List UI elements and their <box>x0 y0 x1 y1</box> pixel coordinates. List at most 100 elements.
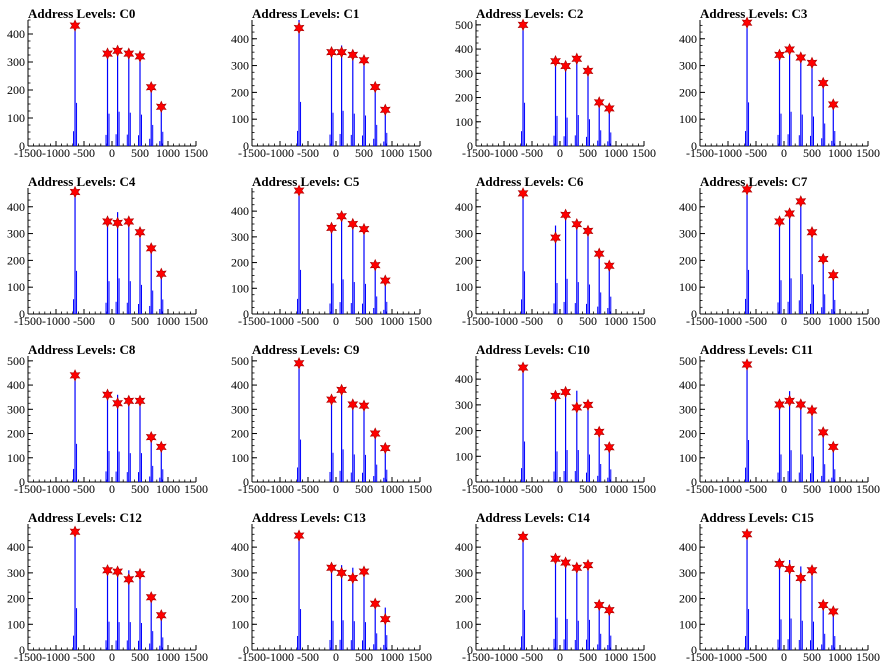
peak-marker <box>741 358 753 371</box>
chart-panel: Address Levels: C0 0 100 200 300 400 -1500 -100… <box>0 0 224 168</box>
x-tick-label: 1000 <box>380 482 404 496</box>
chart-panel: Address Levels: C1 0 100 200 300 400 -1500 -100… <box>224 0 448 168</box>
y-tick-label: 0 <box>19 475 25 489</box>
peak-marker <box>326 45 337 59</box>
x-tick-label: -1500 <box>238 482 266 496</box>
peak-marker <box>571 52 583 65</box>
chart-title: Address Levels: C13 <box>252 510 366 525</box>
histogram-chart: Address Levels: C90100200300400500-1500-… <box>231 342 432 496</box>
x-tick-label: -1500 <box>238 146 266 160</box>
peak-marker <box>145 80 157 94</box>
x-tick-label: 1000 <box>380 146 404 160</box>
peak-marker <box>69 369 81 382</box>
x-tick-label: -1000 <box>42 650 70 664</box>
y-tick-label: 300 <box>7 227 25 241</box>
peak-marker <box>806 564 818 577</box>
x-tick-label: -1500 <box>462 650 490 664</box>
peak-marker <box>358 53 370 67</box>
x-tick-label: -1000 <box>490 482 518 496</box>
x-tick-label: 500 <box>355 146 373 160</box>
x-tick-label: 0 <box>781 146 787 160</box>
peak-marker <box>603 102 615 115</box>
peak-marker <box>784 207 795 220</box>
x-tick-label: 500 <box>355 482 373 496</box>
peak-marker <box>336 45 347 59</box>
y-tick-label: 400 <box>231 204 249 218</box>
y-tick-label: 200 <box>455 424 473 438</box>
peak-marker <box>560 208 571 222</box>
peak-marker <box>379 103 391 117</box>
x-tick-label: 0 <box>333 482 339 496</box>
y-tick-label: 100 <box>679 451 697 465</box>
x-tick-label: -1000 <box>490 314 518 328</box>
peak-marker <box>582 224 594 238</box>
y-tick-label: 400 <box>679 32 697 46</box>
y-tick-label: 200 <box>679 85 697 99</box>
peak-marker <box>774 398 785 411</box>
y-tick-label: 300 <box>231 59 249 73</box>
y-tick-label: 300 <box>7 566 25 580</box>
peak-marker <box>123 573 135 586</box>
peak-marker <box>112 44 123 58</box>
chart-title: Address Levels: C8 <box>28 342 136 357</box>
peak-marker <box>145 591 157 604</box>
x-tick-label: 1000 <box>156 314 180 328</box>
y-tick-label: 200 <box>231 592 249 606</box>
y-tick-label: 100 <box>231 451 249 465</box>
peak-marker <box>560 59 571 73</box>
y-tick-label: 500 <box>679 354 697 368</box>
x-tick-label: 500 <box>131 482 149 496</box>
y-tick-label: 100 <box>7 280 25 294</box>
x-tick-label: 1000 <box>380 650 404 664</box>
x-tick-label: -1000 <box>266 314 294 328</box>
y-tick-label: 0 <box>467 139 473 153</box>
y-tick-label: 300 <box>231 566 249 580</box>
y-tick-label: 400 <box>455 200 473 214</box>
peak-marker <box>112 397 123 410</box>
chart-panel: Address Levels: C12 0 100 200 300 400 -1500 -10… <box>0 504 224 672</box>
chart-title: Address Levels: C5 <box>252 174 360 189</box>
x-tick-label: 500 <box>803 650 821 664</box>
peak-marker <box>517 530 529 544</box>
x-tick-label: 0 <box>557 650 563 664</box>
peak-marker <box>134 226 146 239</box>
y-tick-label: 300 <box>679 402 697 416</box>
peak-marker <box>603 603 615 617</box>
x-tick-label: -500 <box>521 650 543 664</box>
peak-marker <box>145 430 157 444</box>
peak-marker <box>593 425 605 439</box>
x-tick-label: -1000 <box>42 146 70 160</box>
x-tick-label: 0 <box>333 650 339 664</box>
peak-marker <box>560 385 571 399</box>
x-tick-label: 500 <box>803 482 821 496</box>
y-tick-label: 200 <box>679 592 697 606</box>
peak-marker <box>603 259 615 272</box>
x-tick-label: 500 <box>355 650 373 664</box>
x-tick-label: 1500 <box>632 146 656 160</box>
histogram-chart: Address Levels: C13 0 100 200 300 400 -1500 -10… <box>231 510 432 664</box>
peak-marker <box>369 80 381 94</box>
x-tick-label: 0 <box>109 650 115 664</box>
peak-marker <box>784 562 795 576</box>
y-tick-label: 0 <box>243 307 249 321</box>
peak-marker <box>795 398 807 411</box>
peak-marker <box>293 357 305 370</box>
x-tick-label: 0 <box>333 314 339 328</box>
x-tick-label: -1500 <box>686 482 714 496</box>
peak-marker <box>336 566 347 580</box>
x-tick-label: -500 <box>73 650 95 664</box>
x-tick-label: 1500 <box>856 482 880 496</box>
histogram-chart: Address Levels: C3 0 100 200 300 400 -1500 -100… <box>679 6 880 160</box>
y-tick-label: 100 <box>455 449 473 463</box>
peak-marker <box>155 100 167 114</box>
y-tick-label: 400 <box>231 32 249 46</box>
y-tick-label: 100 <box>455 115 473 129</box>
x-tick-label: 1000 <box>604 314 628 328</box>
y-tick-label: 100 <box>455 617 473 631</box>
peak-marker <box>517 18 529 32</box>
peak-marker <box>827 268 839 282</box>
peak-marker <box>69 19 81 32</box>
histogram-chart: Address Levels: C1 0 100 200 300 400 -1500 -100… <box>231 6 432 160</box>
x-tick-label: -500 <box>745 650 767 664</box>
x-tick-label: -500 <box>73 314 95 328</box>
